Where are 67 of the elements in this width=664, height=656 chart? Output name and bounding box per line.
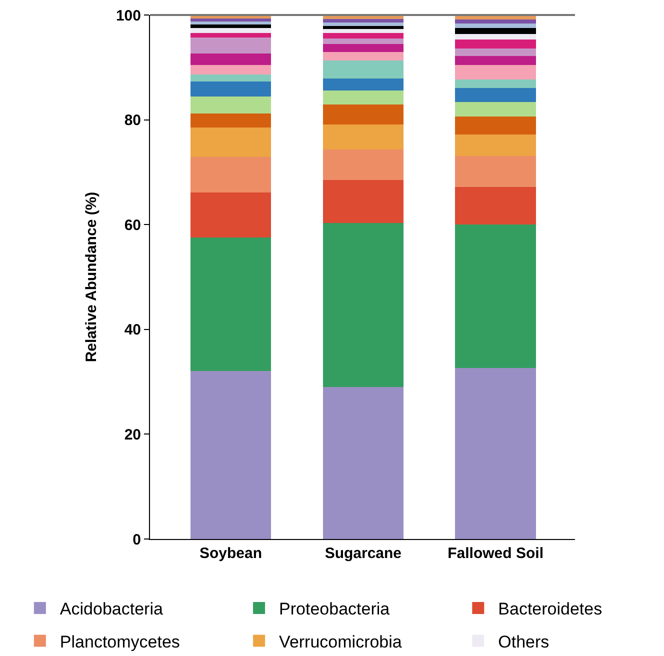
bar bbox=[455, 186, 536, 225]
bar bbox=[455, 79, 536, 88]
bar bbox=[190, 74, 272, 82]
bar bbox=[455, 20, 536, 24]
legend-label: Proteobacteria bbox=[279, 600, 390, 619]
bar bbox=[455, 56, 536, 65]
bar bbox=[455, 88, 536, 102]
legend-label: Others bbox=[498, 632, 550, 652]
bar bbox=[190, 114, 272, 128]
bar bbox=[455, 134, 536, 156]
bar bbox=[455, 48, 536, 56]
bar bbox=[455, 34, 536, 40]
bar bbox=[322, 78, 404, 90]
bar bbox=[322, 104, 404, 125]
x-tick-label: Fallowed Soil bbox=[448, 545, 544, 562]
legend-label: Verrucomicrobia bbox=[279, 632, 402, 652]
bar bbox=[322, 29, 404, 33]
bar bbox=[322, 60, 404, 78]
bar bbox=[190, 82, 272, 97]
bar bbox=[190, 370, 272, 539]
bar bbox=[190, 64, 272, 75]
x-tick-label: Soybean bbox=[199, 545, 262, 562]
bar bbox=[190, 38, 272, 54]
legend-label: Bacteroidetes bbox=[498, 600, 602, 619]
bar bbox=[322, 52, 404, 61]
bar bbox=[322, 180, 404, 224]
bar bbox=[322, 32, 404, 39]
bar bbox=[322, 150, 404, 180]
bar bbox=[455, 224, 536, 368]
bar bbox=[455, 23, 536, 28]
y-tick-label: 20 bbox=[124, 426, 141, 444]
y-tick-label: 40 bbox=[124, 322, 141, 339]
bar bbox=[322, 223, 404, 388]
bar bbox=[322, 90, 404, 105]
bar bbox=[190, 24, 272, 28]
bar bbox=[190, 128, 272, 157]
bar bbox=[322, 387, 404, 539]
x-tick-label: Sugarcane bbox=[324, 545, 402, 562]
y-tick-label: 0 bbox=[132, 531, 141, 548]
bar bbox=[322, 19, 404, 22]
legend-label: Acidobacteria bbox=[60, 600, 164, 619]
bar bbox=[190, 28, 272, 33]
bar bbox=[190, 32, 272, 38]
bar bbox=[190, 18, 272, 22]
y-tick-label: 100 bbox=[116, 7, 141, 24]
bar bbox=[190, 21, 272, 24]
bar bbox=[190, 238, 272, 371]
bar bbox=[190, 96, 272, 114]
bar bbox=[455, 40, 536, 49]
y-axis-title: Relative Abundance (%) bbox=[83, 192, 100, 362]
bar bbox=[322, 44, 404, 52]
legend-label: Planctomycetes bbox=[60, 632, 180, 652]
bar bbox=[322, 22, 404, 26]
bar bbox=[455, 116, 536, 134]
bar bbox=[322, 124, 404, 150]
bar bbox=[455, 156, 536, 187]
bar bbox=[322, 38, 404, 44]
bar bbox=[322, 26, 404, 30]
bar bbox=[455, 64, 536, 80]
y-tick-label: 80 bbox=[124, 112, 141, 130]
bar bbox=[455, 102, 536, 117]
bar bbox=[190, 192, 272, 238]
bar bbox=[190, 53, 272, 65]
bar bbox=[455, 368, 536, 539]
bar bbox=[455, 28, 536, 34]
bar bbox=[190, 157, 272, 193]
y-tick-label: 60 bbox=[124, 216, 141, 234]
